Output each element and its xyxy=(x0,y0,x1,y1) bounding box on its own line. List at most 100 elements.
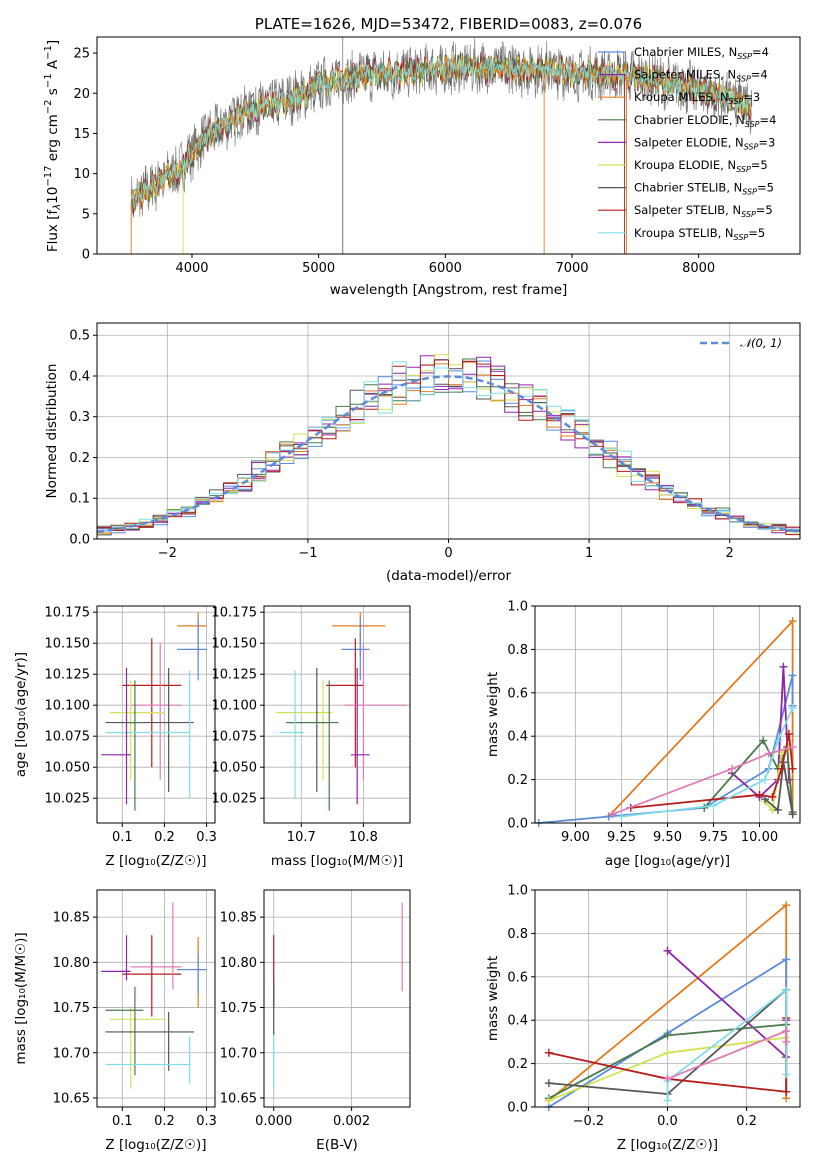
age-vs-mass-panel-xlabel: mass [log₁₀(M/M☉)] xyxy=(271,853,403,869)
weight-vs-z-panel-series xyxy=(544,901,791,1111)
age-vs-mass-panel-frame xyxy=(263,605,411,824)
legend-label: Salpeter STELIB, NSSP=5 xyxy=(634,203,773,219)
spectrum-ticks: 4000 5000 6000 7000 8000 0 5 10 15 20 25 xyxy=(73,47,715,276)
tick-label-y: 10.70 xyxy=(53,1046,90,1061)
mass-vs-z-panel-ylabel: mass [log₁₀(M/M☉)] xyxy=(13,932,29,1064)
mass-vs-ebv-panel-frame xyxy=(263,889,411,1108)
spectrum-frame xyxy=(96,36,801,255)
tick-label-x: 4000 xyxy=(175,261,208,276)
tick-label-x: 0.2 xyxy=(736,1114,757,1129)
tick-label-x: 0 xyxy=(444,546,452,561)
residuals-histograms xyxy=(96,354,801,539)
spectrum-line xyxy=(131,57,752,209)
legend-label: Chabrier ELODIE, NSSP=4 xyxy=(634,113,776,129)
tick-label-y: 0.8 xyxy=(507,927,528,942)
tick-label-y: 0.3 xyxy=(69,410,90,425)
spectrum-line xyxy=(130,56,752,212)
tick-label-y: 10.65 xyxy=(220,1091,257,1106)
tick-label-x: 0.3 xyxy=(196,1114,217,1129)
tick-label-y: 10.75 xyxy=(220,1001,257,1016)
tick-label-y: 10.70 xyxy=(220,1046,257,1061)
weight-vs-z-panel-frame xyxy=(534,889,801,1108)
tick-label-x: 10.00 xyxy=(741,830,778,845)
spectrum-xlabel: wavelength [Angstrom, rest frame] xyxy=(330,282,568,298)
spectrum-title: PLATE=1626, MJD=53472, FIBERID=0083, z=0… xyxy=(255,15,642,33)
tick-label-y: 1.0 xyxy=(507,600,528,615)
mass-vs-z-panel-points xyxy=(101,902,207,1089)
tick-label-y: 10 xyxy=(73,167,90,182)
age-vs-mass-panel-points xyxy=(276,612,407,811)
legend-label: Chabrier STELIB, NSSP=5 xyxy=(634,181,774,197)
residuals-legend: 𝒩(0, 1) xyxy=(700,336,782,350)
age-vs-z-panel: 0.1 0.2 0.3 10.025 10.050 10.075 10.100 10.125 1… xyxy=(13,605,217,869)
weight-line xyxy=(630,733,794,809)
weight-vs-age-panel-xlabel: age [log₁₀(age/yr)] xyxy=(605,853,730,869)
tick-label-y: 0.6 xyxy=(507,970,528,985)
mass-vs-ebv-panel-xlabel: E(B-V) xyxy=(316,1137,358,1153)
tick-label-x: 9.50 xyxy=(653,830,682,845)
tick-label-x: 7000 xyxy=(555,261,588,276)
age-vs-z-panel-xlabel: Z [log₁₀(Z/Z☉)] xyxy=(105,853,206,869)
tick-label-y: 10.65 xyxy=(53,1091,90,1106)
age-vs-z-panel-ylabel: age [log₁₀(age/yr)] xyxy=(13,652,29,777)
weight-vs-age-panel-gridticks: 9.00 9.25 9.50 9.75 10.00 0.0 0.2 0.4 0.6 0.8 1.0 xyxy=(507,600,800,845)
residuals-ticks: −2 −1 0 1 2 0.0 0.1 0.2 0.3 0.4 0.5 xyxy=(69,329,734,561)
legend-label: Kroupa STELIB, NSSP=5 xyxy=(634,226,765,242)
tick-label-y: 10.80 xyxy=(220,956,257,971)
mass-vs-ebv-panel-points xyxy=(273,902,403,1089)
tick-label-x: 0.2 xyxy=(154,830,175,845)
tick-label-y: 10.75 xyxy=(53,1001,90,1016)
tick-label-x: 0.000 xyxy=(255,1114,292,1129)
tick-label-x: 2 xyxy=(726,546,734,561)
tick-label-y: 0.4 xyxy=(507,1014,528,1029)
weight-vs-z-panel-ylabel: mass weight xyxy=(485,956,501,1041)
tick-label-x: 1 xyxy=(585,546,593,561)
tick-label-x: 9.75 xyxy=(699,830,728,845)
weight-vs-age-panel-ylabel: mass weight xyxy=(485,672,501,757)
legend-label: Chabrier MILES, NSSP=4 xyxy=(634,45,769,61)
age-vs-z-panel-points xyxy=(101,612,207,811)
tick-label-x: −0.2 xyxy=(573,1114,605,1129)
tick-label-y: 10.85 xyxy=(53,911,90,926)
mass-vs-z-panel-frame xyxy=(96,889,216,1108)
spectrum-legend: Chabrier MILES, NSSP=4 Salpeter MILES, NS… xyxy=(598,45,776,242)
tick-label-y: 0.1 xyxy=(69,492,90,507)
legend-label: Salpeter ELODIE, NSSP=3 xyxy=(634,135,775,151)
weight-line xyxy=(548,957,788,1108)
tick-label-y: 10.125 xyxy=(45,668,91,683)
tick-label-y: 10.100 xyxy=(45,699,91,714)
tick-label-x: 10.7 xyxy=(287,830,316,845)
tick-label-y: 10.175 xyxy=(45,606,91,621)
lower-panels: 0.1 0.2 0.310.02510.05010.07510.10010.1251… xyxy=(13,600,801,1153)
residuals-legend-label: 𝒩(0, 1) xyxy=(740,336,782,350)
tick-label-x: 0.2 xyxy=(154,1114,175,1129)
tick-label-y: 0 xyxy=(82,248,90,263)
weight-vs-z-panel: −0.2 0.0 0.2 0.0 0.2 0.4 0.6 0.8 1.0 Z [log₁₀(Z/Z… xyxy=(485,884,801,1153)
weight-vs-age-panel-series xyxy=(534,617,797,827)
legend-label: Kroupa ELODIE, NSSP=5 xyxy=(634,158,768,174)
spectrum-ylabel: Flux [fλ10−17 erg cm−2 s−1 A−1] xyxy=(43,40,63,252)
legend-label: Kroupa MILES, NSSP=3 xyxy=(634,90,760,106)
mass-vs-ebv-panel-gridticks: 0.000 0.002 10.65 10.70 10.75 10.80 10.85 xyxy=(220,890,410,1129)
tick-label-x: 0.002 xyxy=(333,1114,370,1129)
weight-vs-z-panel-xlabel: Z [log₁₀(Z/Z☉)] xyxy=(617,1137,718,1153)
tick-label-y: 0.8 xyxy=(507,643,528,658)
tick-label-y: 0.2 xyxy=(507,773,528,788)
tick-label-y: 0.0 xyxy=(507,817,528,832)
tick-label-x: 9.00 xyxy=(561,830,590,845)
tick-label-y: 10.125 xyxy=(212,668,258,683)
tick-label-y: 10.175 xyxy=(212,606,258,621)
tick-label-y: 0.4 xyxy=(69,369,90,384)
residuals-xlabel: (data-model)/error xyxy=(386,568,512,584)
tick-label-x: 6000 xyxy=(429,261,462,276)
age-vs-z-panel-frame xyxy=(96,605,216,824)
tick-label-y: 0.2 xyxy=(69,451,90,466)
tick-label-y: 15 xyxy=(73,127,90,142)
legend-label: Salpeter MILES, NSSP=4 xyxy=(634,68,768,84)
spectrum-panel: PLATE=1626, MJD=53472, FIBERID=0083, z=0… xyxy=(43,15,801,298)
age-vs-mass-panel-gridticks: 10.7 10.8 10.025 10.050 10.075 10.100 10.125 10… xyxy=(212,606,410,845)
tick-label-x: 0.1 xyxy=(112,830,133,845)
spectrum-line xyxy=(130,38,753,224)
tick-label-y: 10.025 xyxy=(45,792,91,807)
